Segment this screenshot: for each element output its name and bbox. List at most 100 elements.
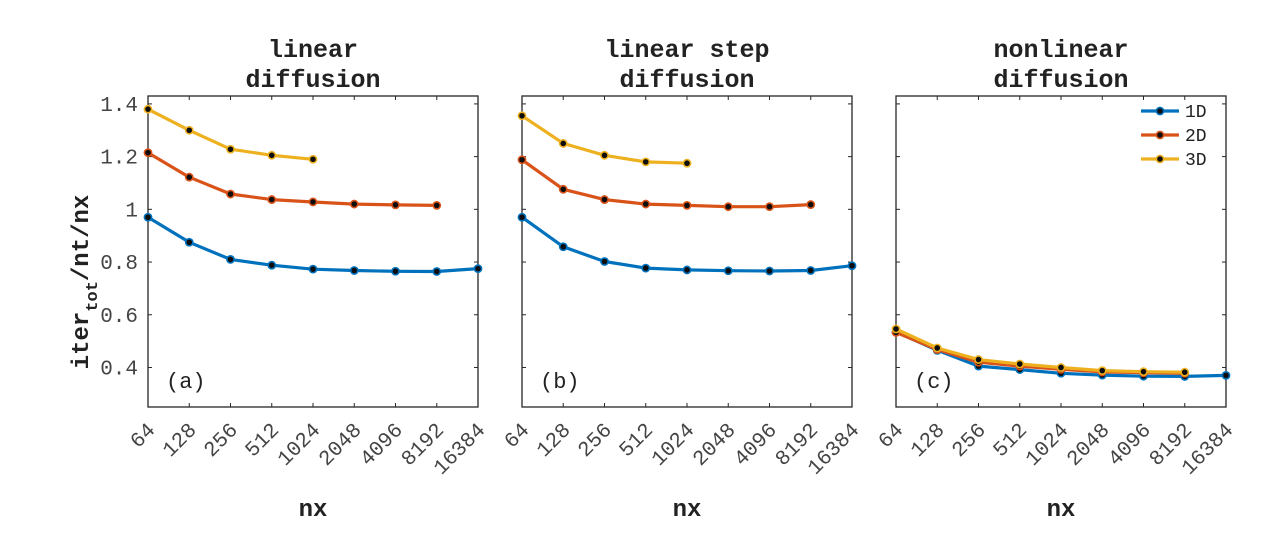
x-tick-label: 128 <box>533 420 576 463</box>
panel-title-line: nonlinear <box>993 36 1128 65</box>
panel-title-line: linear <box>268 36 358 65</box>
x-tick-label: 64 <box>501 420 535 454</box>
legend: 1D 2D 3D <box>1141 103 1207 171</box>
y-tick-label: 0.6 <box>100 306 138 329</box>
data-point-2D <box>682 200 692 210</box>
data-point-1D <box>765 266 774 276</box>
x-tick-label: 2048 <box>1063 420 1115 472</box>
series-line-2D <box>147 151 437 207</box>
panel-title: linear diffusion <box>245 36 380 95</box>
panel-label: (c) <box>914 370 954 395</box>
x-tick-label: 128 <box>907 420 950 463</box>
data-point-2D <box>806 200 816 209</box>
data-point-1D <box>226 255 235 264</box>
plot-frame <box>521 95 853 408</box>
data-point-1D <box>517 212 527 222</box>
data-point-2D <box>184 172 194 182</box>
data-point-2D <box>349 199 359 209</box>
panel-title: linear step diffusion <box>604 36 769 95</box>
x-tick-label: 1024 <box>648 420 700 472</box>
data-point-3D <box>517 111 527 121</box>
panel-b: linear step diffusion64128256512102420484… <box>501 36 865 524</box>
x-tick-label: 2048 <box>689 420 741 472</box>
y-axis-label: itertot/nt/nx <box>69 195 103 370</box>
panel-c: nonlinear diffusion6412825651210242048409… <box>875 36 1239 524</box>
data-point-3D <box>1139 367 1148 377</box>
series-line-2D <box>521 158 811 209</box>
x-tick-label: 256 <box>948 420 991 463</box>
x-tick-label: 2048 <box>315 420 367 472</box>
data-point-3D <box>932 343 942 353</box>
data-point-2D <box>143 148 153 158</box>
y-tick-label: 0.8 <box>100 253 138 276</box>
x-tick-label: 64 <box>875 420 909 454</box>
data-point-3D <box>1180 367 1190 377</box>
data-point-3D <box>974 355 983 364</box>
data-point-3D <box>682 158 692 168</box>
y-tick-label: 1 <box>125 200 138 223</box>
data-point-3D <box>308 154 318 164</box>
panel-label: (a) <box>166 370 206 395</box>
panel-title-line: diffusion <box>619 66 754 95</box>
plot-frame <box>147 95 479 408</box>
data-point-1D <box>473 264 483 274</box>
data-point-1D <box>641 263 651 273</box>
data-point-2D <box>267 195 277 204</box>
data-point-1D <box>558 242 568 252</box>
data-point-3D <box>1097 366 1107 376</box>
y-tick-label: 1.4 <box>100 95 138 118</box>
data-point-1D <box>847 261 857 271</box>
legend-label-2D: 2D <box>1185 127 1207 147</box>
data-point-1D <box>184 237 194 247</box>
x-tick-label: 1024 <box>1022 420 1074 472</box>
data-point-3D <box>226 144 235 154</box>
legend-marker-1D <box>1155 106 1165 116</box>
x-tick-label: 4096 <box>731 420 783 472</box>
panel-a: linear diffusion6412825651210242048409681… <box>100 36 491 524</box>
data-point-1D <box>308 264 318 274</box>
data-point-2D <box>641 199 651 209</box>
x-axis-label: nx <box>299 497 328 524</box>
x-tick-label: 128 <box>159 420 202 463</box>
data-point-3D <box>600 150 609 160</box>
data-point-1D <box>143 212 153 222</box>
data-point-1D <box>806 266 816 275</box>
legend-marker-2D <box>1155 130 1165 140</box>
panel-title-line: linear step <box>604 36 769 65</box>
data-point-3D <box>1056 363 1066 372</box>
data-point-1D <box>391 266 400 276</box>
data-point-2D <box>432 200 442 210</box>
data-point-3D <box>891 324 901 334</box>
panel-title-line: diffusion <box>993 66 1128 95</box>
data-point-3D <box>267 150 277 160</box>
series-line-3D <box>895 327 1185 374</box>
x-axis-label: nx <box>1047 497 1076 524</box>
data-point-1D <box>349 266 359 275</box>
series-line-1D <box>147 215 479 274</box>
data-point-1D <box>432 267 442 276</box>
x-tick-label: 4096 <box>1105 420 1157 472</box>
series-line-1D <box>521 215 853 273</box>
data-point-2D <box>765 202 774 212</box>
x-tick-label: 1024 <box>274 420 326 472</box>
panel-label: (b) <box>540 370 580 395</box>
data-point-2D <box>226 189 235 199</box>
data-point-3D <box>184 125 194 135</box>
x-tick-label: 4096 <box>357 420 409 472</box>
data-point-3D <box>641 157 651 167</box>
data-point-2D <box>391 200 400 210</box>
legend-label-1D: 1D <box>1185 103 1207 123</box>
legend-marker-3D <box>1155 154 1165 164</box>
data-point-2D <box>600 195 609 204</box>
data-point-1D <box>600 257 609 266</box>
x-tick-label: 256 <box>200 420 243 463</box>
data-point-1D <box>267 260 277 270</box>
data-point-1D <box>723 266 733 276</box>
data-point-1D <box>1221 370 1231 380</box>
data-point-2D <box>517 155 527 165</box>
legend-label-3D: 3D <box>1185 151 1207 171</box>
x-tick-label: 256 <box>574 420 617 463</box>
data-point-3D <box>143 104 153 114</box>
y-tick-label: 0.4 <box>100 358 138 381</box>
